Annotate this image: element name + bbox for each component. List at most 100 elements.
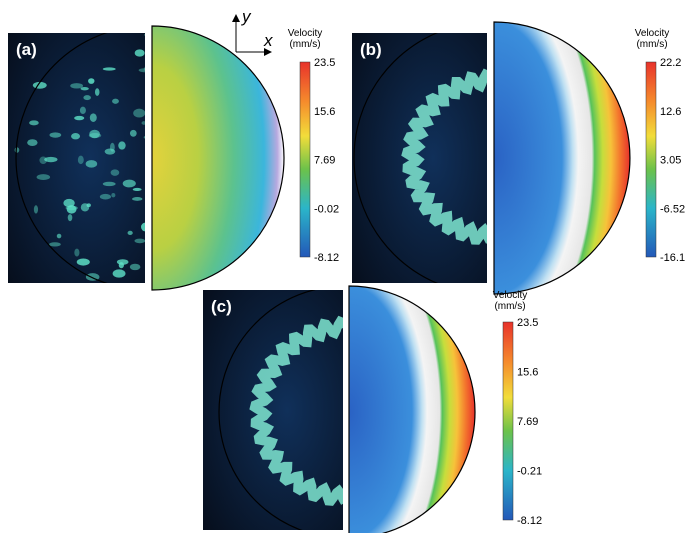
particle-blob (144, 33, 145, 36)
velocity-field (493, 21, 631, 295)
particle-blob (102, 181, 116, 187)
particle-blob (83, 95, 91, 101)
velocity-field (151, 25, 285, 291)
particle-blob (88, 78, 95, 84)
particle-blob (89, 129, 100, 139)
particle-blob (129, 129, 137, 137)
particle-blob (48, 242, 61, 247)
particle-blob (79, 106, 86, 115)
velocity-field (348, 285, 476, 533)
colorbar-tick-label: 15.6 (517, 367, 538, 379)
particle-blob (116, 259, 129, 265)
experiment-image (8, 33, 145, 283)
wall-outline (218, 290, 317, 530)
colorbar-tick-label: -16.1 (660, 252, 685, 264)
particle-blob (77, 155, 84, 165)
y-arrowhead (232, 14, 240, 22)
particle-blob (141, 222, 145, 232)
particle-blob (132, 197, 143, 201)
colorbar-tick-label: 7.69 (314, 155, 335, 167)
colorbar-tick-label: 22.2 (660, 57, 681, 69)
axis-indicator: y x (232, 7, 273, 56)
colorbar-title: (mm/s) (636, 39, 667, 50)
colorbar (645, 61, 657, 258)
particle-blob (36, 174, 51, 181)
experiment-content (353, 33, 487, 283)
particle-blob (99, 193, 112, 200)
colorbar-title: Velocity (493, 290, 527, 301)
particle-blob (63, 198, 75, 208)
experiment-content (218, 290, 343, 530)
particle-blob (110, 169, 120, 176)
colorbar-tick-label: 23.5 (517, 317, 538, 329)
particle-blob (102, 67, 116, 71)
panel-label: (a) (16, 40, 37, 59)
particle-blob (112, 269, 126, 278)
colorbar-tick-label: 3.05 (660, 155, 681, 167)
particle-blob (33, 205, 39, 214)
particle-blob (74, 248, 80, 257)
vortex-ring (401, 68, 487, 245)
colorbar (299, 61, 311, 258)
particle-blob (118, 141, 126, 150)
experiment-content (14, 33, 145, 283)
particle-blob (94, 88, 100, 96)
particle-blob (132, 187, 142, 191)
colorbar-tick-label: 15.6 (314, 106, 335, 118)
particle-blob (66, 205, 77, 214)
particle-blob (80, 86, 89, 91)
particle-blob (134, 238, 145, 244)
particle-blob (104, 148, 116, 155)
colorbar-tick-label: -8.12 (517, 515, 542, 527)
wall-outline (15, 33, 108, 283)
colorbar-tick-label: -6.52 (660, 203, 685, 215)
colorbar-title: Velocity (288, 28, 322, 39)
colorbar-tick-label: 7.69 (517, 416, 538, 428)
panel: (a) Velocity(mm/s) 23.5 15.6 7.69 -0.02 -8.12 (8, 25, 339, 291)
particle-blob (122, 179, 136, 188)
colorbar-title: (mm/s) (494, 301, 525, 312)
particle-blob (138, 68, 145, 73)
particle-blob (127, 230, 133, 236)
colorbar-title: Velocity (635, 28, 669, 39)
particle-blob (129, 263, 141, 271)
wall-outline (353, 33, 439, 283)
colorbar (502, 321, 514, 521)
particle-blob (80, 203, 90, 212)
particle-blob (111, 192, 116, 198)
particle-blob (44, 156, 58, 163)
particle-blob (56, 233, 62, 239)
particle-blob (112, 98, 119, 104)
colorbar-tick-label: -0.02 (314, 203, 339, 215)
x-label: x (263, 31, 273, 50)
particle-blob (133, 108, 145, 118)
y-label: y (241, 7, 252, 26)
particle-blob (27, 139, 38, 146)
particle-blob (49, 132, 62, 138)
colorbar-tick-label: -8.12 (314, 252, 339, 264)
particle-blob (144, 66, 145, 72)
colorbar-tick-label: -0.21 (517, 466, 542, 478)
particle-blob (134, 49, 145, 57)
panel: (b) Velocity(mm/s) 22.2 12.6 3.05 -6.52 -16.1 (352, 21, 685, 295)
particle-blob (76, 258, 90, 266)
panel-label: (b) (360, 40, 382, 59)
particle-blob (29, 120, 39, 126)
particle-blob (71, 133, 81, 140)
particle-blob (143, 135, 145, 139)
particle-blob (89, 113, 97, 122)
particle-blob (85, 160, 98, 168)
panel: (c) Velocity(mm/s) 23.5 15.6 7.69 -0.21 -8.12 (203, 285, 542, 533)
particle-blob (74, 115, 85, 121)
panel-label: (c) (211, 297, 232, 316)
particle-blob (141, 121, 145, 125)
particle-blob (39, 156, 48, 164)
particle-blob (67, 214, 73, 222)
x-arrowhead (264, 48, 272, 56)
colorbar-title: (mm/s) (289, 39, 320, 50)
colorbar-tick-label: 23.5 (314, 57, 335, 69)
colorbar-tick-label: 12.6 (660, 106, 681, 118)
vortex-ring (249, 315, 343, 506)
